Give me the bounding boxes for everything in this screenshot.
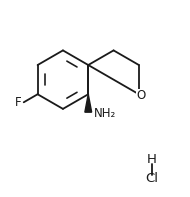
Text: Cl: Cl (145, 172, 158, 185)
Text: NH₂: NH₂ (93, 107, 116, 120)
Text: O: O (136, 89, 146, 102)
Text: H: H (147, 153, 157, 166)
Text: F: F (15, 96, 22, 109)
Polygon shape (85, 94, 92, 112)
